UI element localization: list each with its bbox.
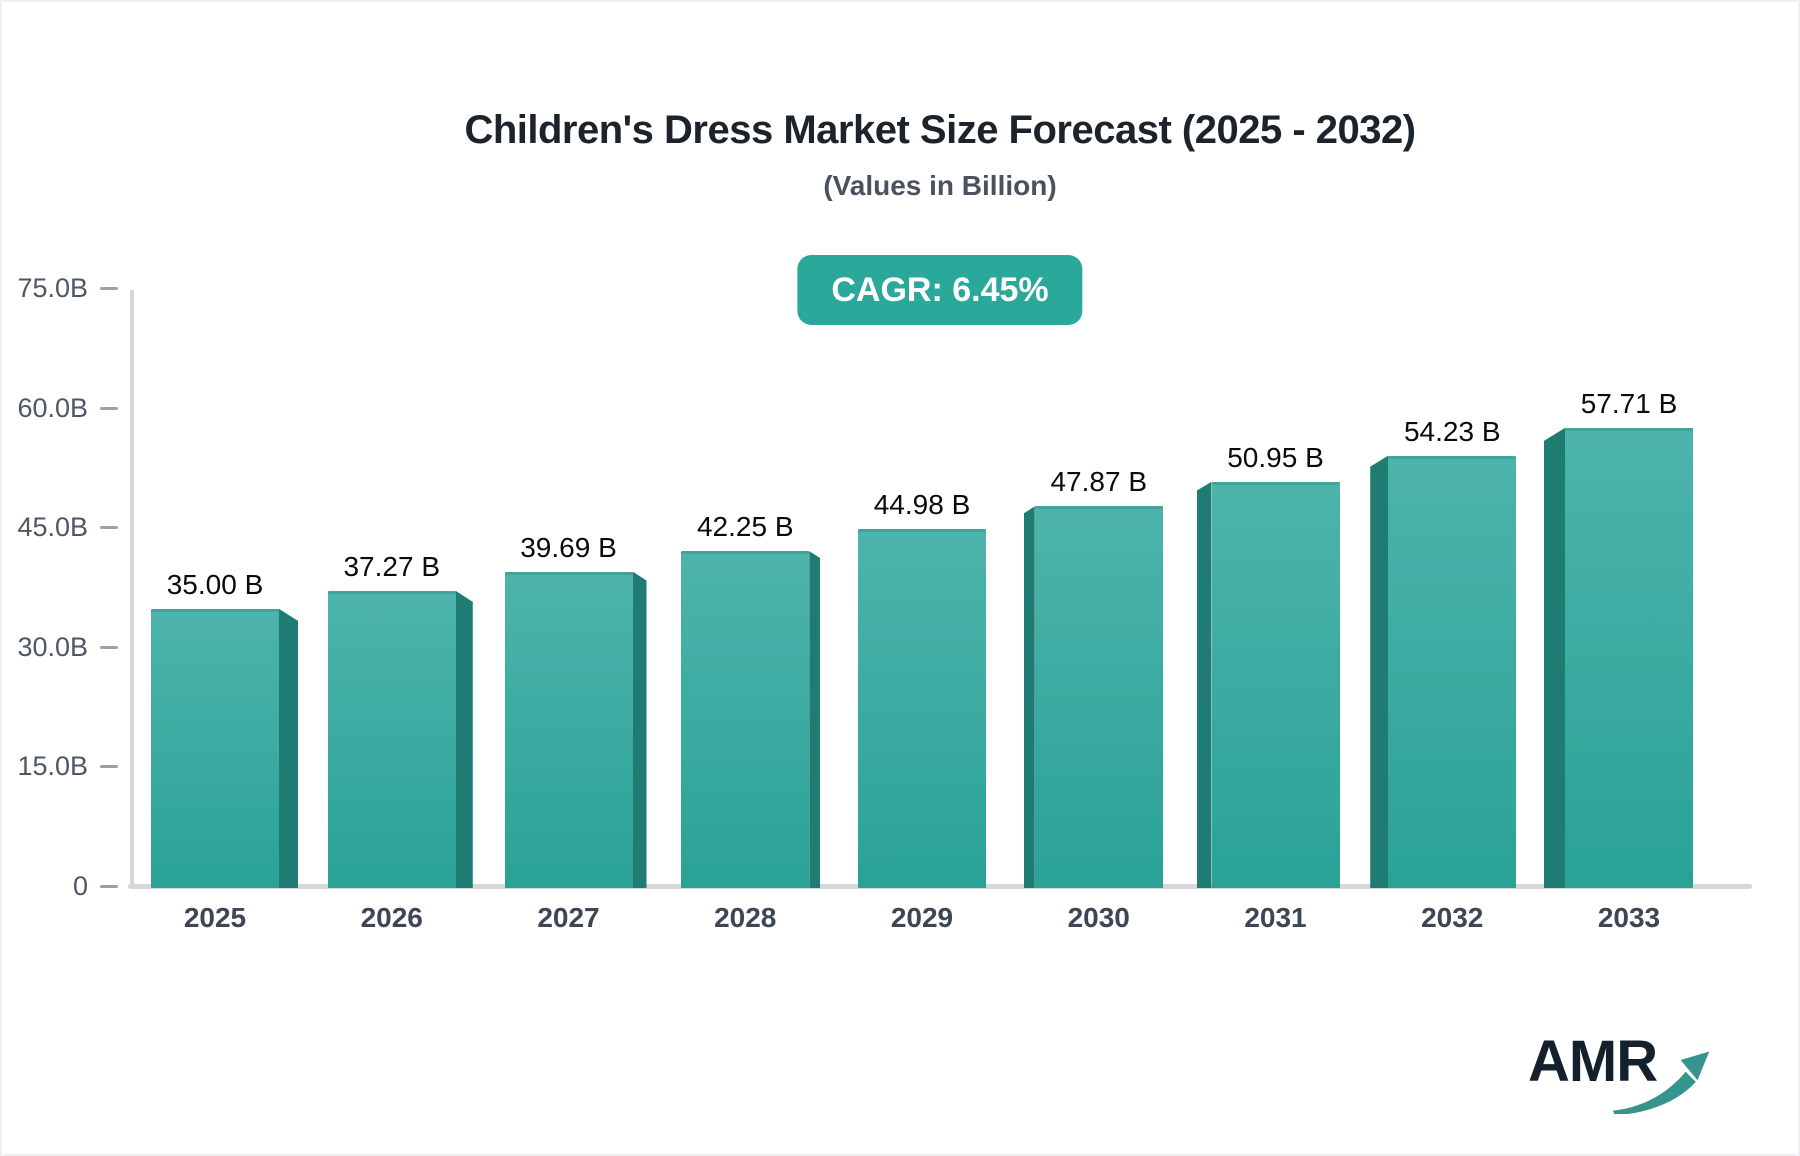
x-axis-label: 2032 [1421,902,1484,933]
bar [1388,455,1517,888]
y-axis-tick-mark [100,645,118,649]
bar-side-face [809,551,821,888]
y-axis-tick-label: 15.0B [17,751,88,782]
bar-value-label: 54.23 B [1403,415,1501,447]
bar [504,571,633,888]
bar-value-label: 42.25 B [696,511,794,543]
bar [858,529,986,888]
x-axis-label: 2029 [890,902,954,933]
bar-side-face [279,608,298,888]
bar-value-label: 39.69 B [520,531,617,563]
amr-logo-text: AMR [1528,1029,1658,1094]
y-axis-tick-mark [100,406,118,410]
bar-side-face [1196,481,1212,888]
bar-side-face [455,590,473,888]
x-axis-label: 2033 [1597,902,1661,933]
bar [1565,427,1693,888]
y-axis-tick-label: 45.0B [17,512,88,543]
bar-side-face [1370,455,1389,888]
chart-subtitle: (Values in Billion) [823,170,1057,201]
cagr-badge: CAGR: 6.45% [797,255,1083,325]
y-axis-tick-mark [100,885,118,888]
x-axis-label: 2026 [360,902,423,933]
y-axis-tick-mark [100,287,118,290]
bar-value-label: 50.95 B [1227,441,1324,473]
bar-value-label: 37.27 B [343,550,441,582]
y-axis-tick-mark [100,765,118,769]
bar [1211,481,1340,888]
y-axis-tick-label: 30.0B [17,631,88,662]
bar [327,590,456,888]
bar-value-label: 47.87 B [1050,466,1148,498]
x-axis-label: 2031 [1244,902,1307,933]
bar-value-label: 35.00 B [166,568,264,600]
y-axis-tick-label: 75.0B [17,273,88,303]
bar-side-face [1544,427,1565,888]
bar-side-face [632,571,647,888]
bar [151,608,279,888]
bar [681,551,810,888]
x-axis-label: 2028 [714,902,777,933]
growth-arrow-icon [1613,1051,1710,1114]
y-axis-line [130,290,134,888]
y-axis-tick-mark [100,526,118,530]
y-axis-tick-label: 0 [72,871,88,901]
bar-value-label: 57.71 B [1580,387,1678,419]
bar-value-label: 44.98 B [873,489,971,521]
x-axis-label: 2025 [183,902,247,933]
chart-title: Children's Dress Market Size Forecast (2… [464,108,1416,152]
bar-side-face [1023,506,1035,888]
x-axis-label: 2030 [1067,902,1130,933]
y-axis-tick-label: 60.0B [17,392,88,423]
x-axis-label: 2027 [537,902,600,933]
bar [1034,506,1163,888]
amr-logo: AMR [1528,1030,1738,1140]
